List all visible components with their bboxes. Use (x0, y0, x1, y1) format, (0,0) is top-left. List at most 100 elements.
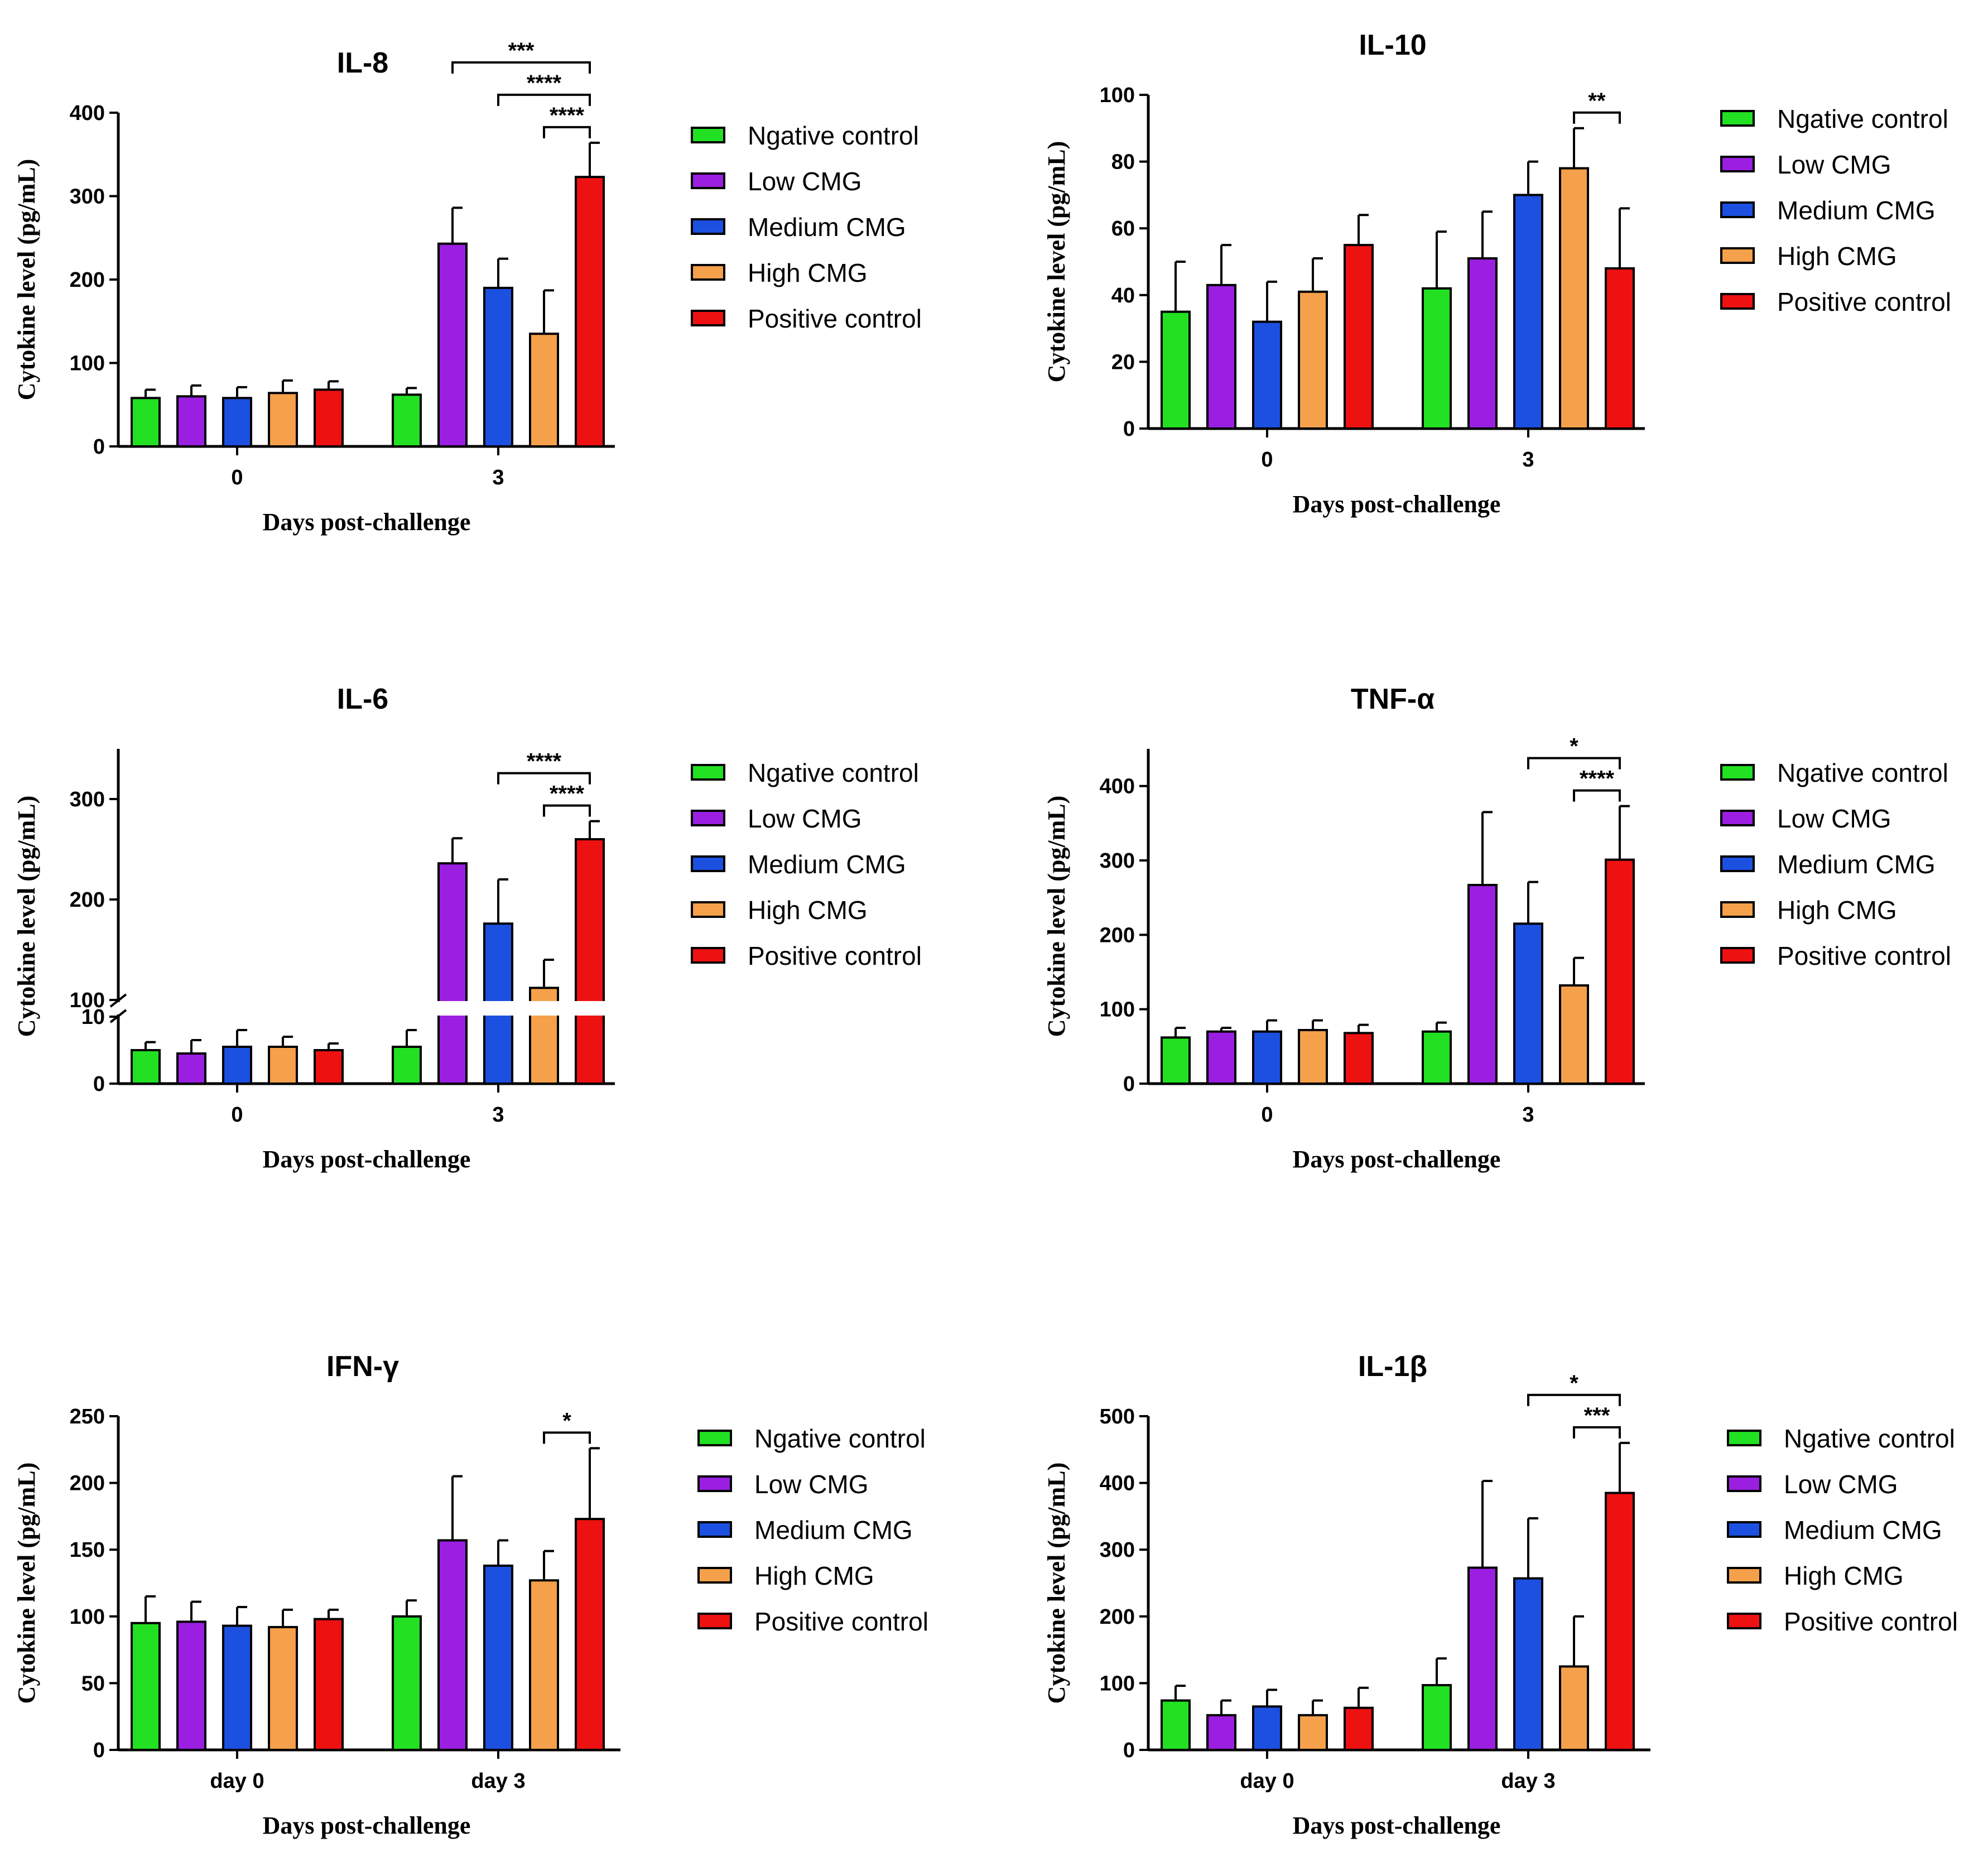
legend-swatch-3 (697, 1567, 732, 1584)
bar-g0-series-1 (1206, 1030, 1236, 1085)
legend-label-1: Low CMG (1777, 804, 1891, 833)
bar-g0-series-1 (1206, 1714, 1236, 1752)
y-tick-label: 0 (1123, 1739, 1135, 1762)
bar-g1-series-4 (1605, 1492, 1635, 1752)
bar-g1-series-3 (1559, 1665, 1589, 1751)
bar-g0-series-2 (222, 1624, 252, 1751)
x-tick-label: 0 (1261, 1103, 1273, 1127)
y-tick-label: 200 (1100, 1605, 1135, 1629)
chart-title: IL-10 (1359, 29, 1426, 61)
y-tick-label: 50 (81, 1672, 105, 1695)
x-axis-label: Days post-challenge (1293, 490, 1501, 518)
legend-label-2: Medium CMG (748, 213, 906, 242)
bar-g0-series-2 (222, 1046, 252, 1085)
y-tick-label: 200 (70, 1472, 105, 1495)
legend-swatch-2 (1727, 1521, 1761, 1538)
x-tick-label: day 0 (1240, 1769, 1294, 1793)
legend-label-4: Positive control (1784, 1607, 1958, 1636)
y-tick-label: 60 (1111, 217, 1135, 240)
legend-label-1: Low CMG (1784, 1470, 1898, 1499)
bar-g0-series-1 (176, 1620, 206, 1751)
legend-label-2: Medium CMG (1777, 196, 1936, 225)
legend-label-2: Medium CMG (1784, 1516, 1942, 1545)
legend-label-0: Ngative control (754, 1424, 926, 1453)
y-tick-label: 10 (81, 1006, 105, 1029)
legend-swatch-0 (691, 127, 725, 143)
bar-g0-series-1 (176, 395, 206, 448)
bar-g1-series-0 (392, 1615, 422, 1752)
significance-bracket (543, 804, 591, 817)
y-axis-label: Cytokine level (pg/mL) (1043, 1463, 1070, 1704)
bar-g1-series-3 (529, 1579, 559, 1752)
bar-g1-series-4 (575, 1518, 605, 1752)
legend-swatch-1 (1727, 1475, 1761, 1492)
y-tick-label: 40 (1111, 284, 1135, 307)
axis-break-gap (574, 1001, 606, 1016)
significance-label: **** (527, 749, 562, 774)
significance-label: * (1570, 734, 1578, 759)
x-tick-label: 3 (492, 1103, 504, 1127)
y-tick-label: 200 (70, 268, 105, 292)
bar-g0-series-4 (314, 1049, 344, 1085)
bar-g0-series-0 (1161, 1699, 1191, 1752)
legend-swatch-0 (1727, 1430, 1761, 1446)
y-tick-label: 20 (1111, 350, 1135, 374)
legend-swatch-0 (691, 764, 725, 781)
y-tick-label: 100 (70, 989, 105, 1012)
x-axis-label: Days post-challenge (263, 1146, 471, 1173)
legend-swatch-1 (1720, 156, 1755, 172)
legend-swatch-3 (691, 264, 725, 281)
y-tick-label: 100 (1100, 84, 1135, 107)
x-tick-label: day 3 (471, 1769, 525, 1793)
legend-label-2: Medium CMG (748, 850, 906, 879)
bar-g1-series-4 (1605, 267, 1635, 430)
y-tick-label: 400 (1100, 775, 1135, 798)
y-tick-label: 80 (1111, 151, 1135, 174)
bar-g0-series-4 (1344, 244, 1374, 430)
bar-g1-series-4 (575, 838, 605, 1085)
chart-title: IL-1β (1358, 1350, 1427, 1383)
chart-panel-1: IL-10 0 20 40 60 80 100 Cytokine level (pg/mL) D… (1043, 29, 1951, 518)
bar-g1-series-0 (392, 1046, 422, 1085)
significance-label: **** (527, 71, 562, 95)
legend-swatch-1 (691, 172, 725, 189)
significance-bracket (497, 93, 591, 106)
legend-swatch-1 (691, 810, 725, 826)
bar-g1-series-2 (1513, 922, 1543, 1085)
legend-label-3: High CMG (754, 1561, 874, 1590)
legend-swatch-2 (691, 218, 725, 235)
legend-label-1: Low CMG (748, 167, 861, 196)
x-axis-label: Days post-challenge (263, 508, 471, 536)
legend-swatch-4 (1720, 947, 1755, 964)
y-tick-label: 0 (93, 1072, 105, 1096)
legend-swatch-2 (691, 855, 725, 872)
x-axis-label: Days post-challenge (263, 1812, 471, 1839)
bar-g1-series-3 (529, 333, 559, 448)
y-tick-label: 200 (1100, 923, 1135, 947)
y-tick-label: 0 (93, 1739, 105, 1762)
y-tick-label: 0 (1123, 1072, 1135, 1096)
legend-label-3: High CMG (748, 258, 868, 287)
legend-label-0: Ngative control (748, 121, 919, 150)
legend-swatch-1 (1720, 810, 1755, 826)
x-tick-label: 3 (1522, 448, 1534, 472)
y-axis-label: Cytokine level (pg/mL) (13, 1463, 40, 1704)
legend-label-0: Ngative control (1777, 104, 1948, 133)
legend-swatch-0 (697, 1430, 732, 1446)
significance-label: * (562, 1408, 571, 1433)
legend-swatch-4 (1727, 1613, 1761, 1629)
legend-label-0: Ngative control (748, 758, 919, 787)
chart-title: IFN-γ (326, 1350, 399, 1383)
y-tick-label: 100 (1100, 998, 1135, 1022)
y-axis-label: Cytokine level (pg/mL) (1043, 141, 1070, 383)
chart-title: IL-8 (337, 47, 388, 79)
y-axis-label: Cytokine level (pg/mL) (13, 159, 40, 401)
y-tick-label: 100 (70, 352, 105, 376)
chart-title: TNF-α (1351, 683, 1435, 715)
legend-swatch-4 (691, 310, 725, 326)
bar-g1-series-2 (1513, 194, 1543, 430)
bar-g0-series-3 (268, 1046, 298, 1085)
significance-label: **** (1580, 767, 1615, 791)
bar-g1-series-2 (483, 286, 513, 448)
